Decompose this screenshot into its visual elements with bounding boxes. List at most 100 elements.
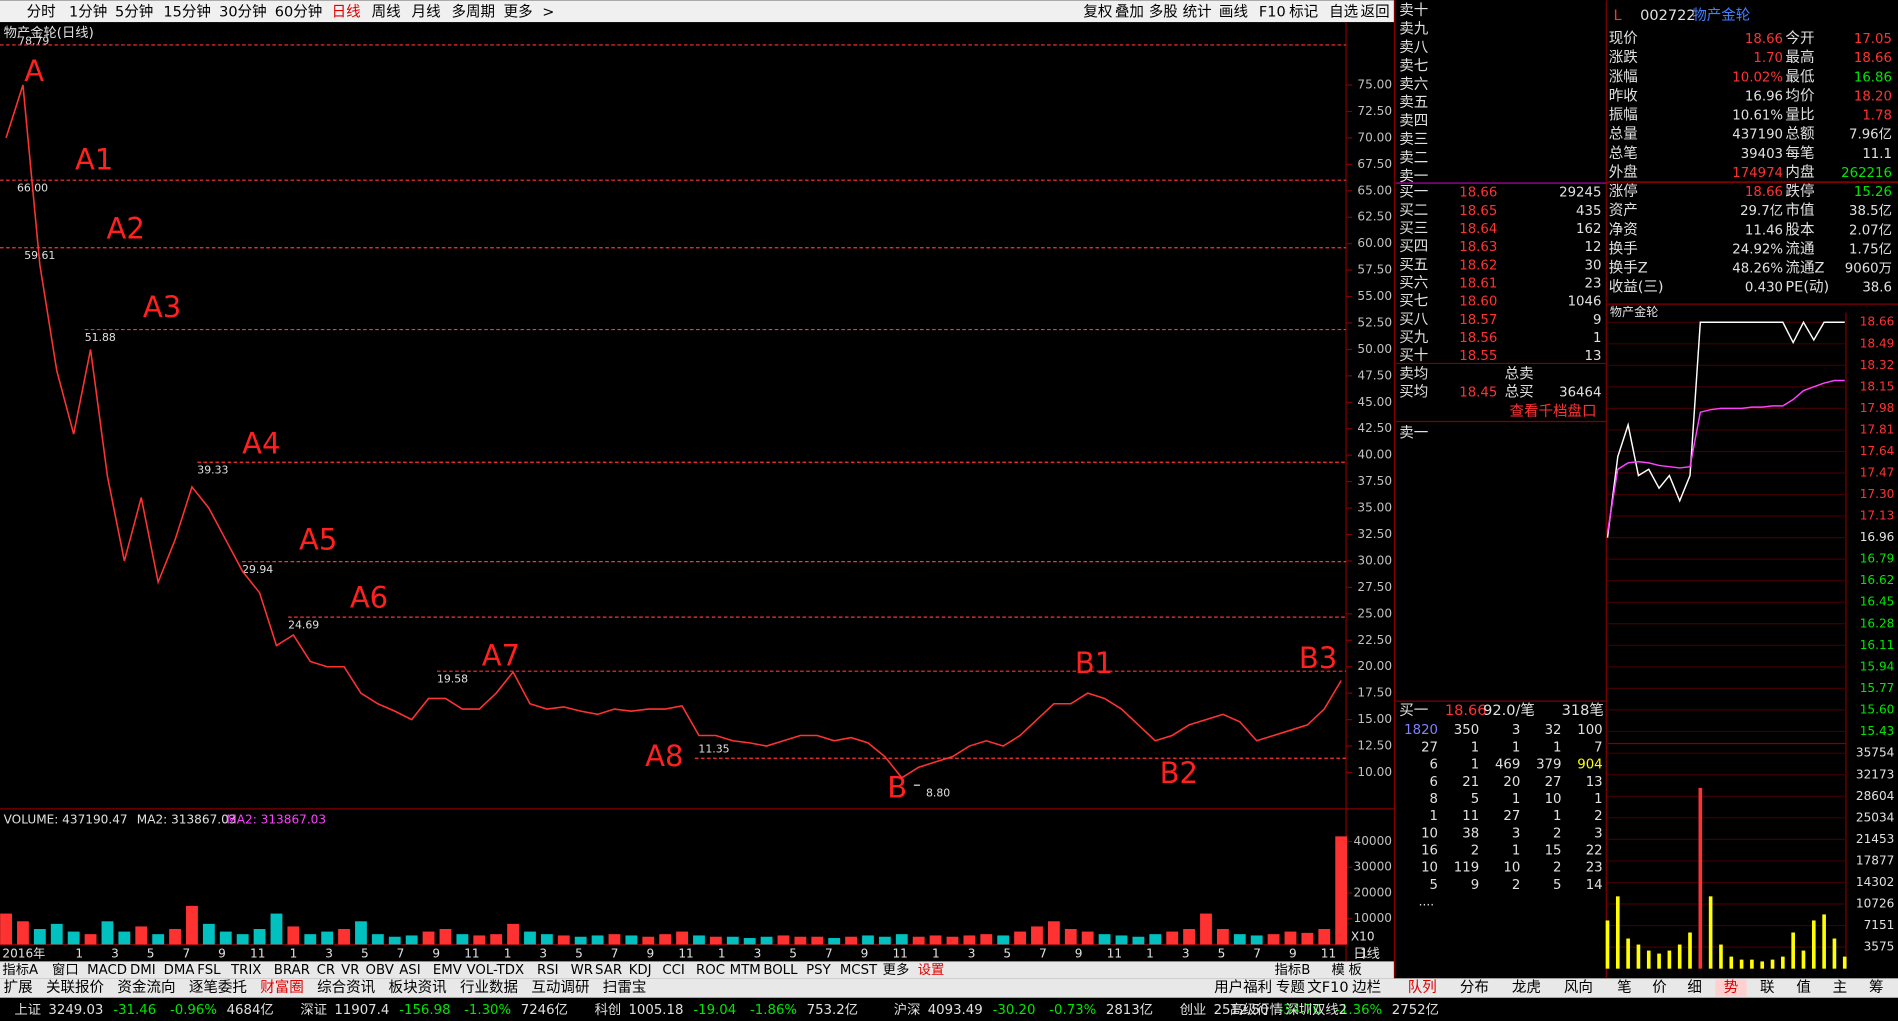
status-item: -30.20 <box>993 1003 1036 1018</box>
quote-tab[interactable]: 势 <box>1724 979 1739 996</box>
indicator-tab[interactable]: ROC <box>696 963 725 978</box>
indicator-tab[interactable]: BRAR <box>274 963 310 978</box>
quote-tab[interactable]: 筹 <box>1869 979 1884 996</box>
buy-price: 18.56 <box>1459 331 1497 346</box>
buy-volume: 435 <box>1576 204 1601 219</box>
side-tab[interactable]: 队列 <box>1408 979 1437 996</box>
quote-tab[interactable]: 主 <box>1833 979 1848 996</box>
indicator-tab[interactable]: MCST <box>840 963 878 978</box>
side-tab[interactable]: 分布 <box>1460 979 1489 996</box>
info-tab[interactable]: 互动调研 <box>531 979 589 996</box>
tool-button[interactable]: 标记 <box>1289 3 1318 20</box>
period-tab[interactable]: 更多 <box>504 3 533 20</box>
indicator-tab[interactable]: SAR <box>595 963 622 978</box>
volume-bar <box>287 926 300 945</box>
quote-tab[interactable]: 价 <box>1652 980 1667 996</box>
period-tab[interactable]: 日线 <box>332 3 361 20</box>
status-item: 11907.4 <box>334 1003 389 1018</box>
period-tab[interactable]: 1分钟 <box>69 3 107 20</box>
volume-bar <box>524 931 536 945</box>
indicator-tab[interactable]: 设置 <box>918 962 945 978</box>
tool-button[interactable]: F10 <box>1259 4 1286 20</box>
info-tab[interactable]: 用户福利 <box>1214 979 1272 996</box>
volume-bar <box>1047 921 1060 945</box>
info-tab[interactable]: 综合资讯 <box>317 979 376 996</box>
volume-bar <box>693 935 705 945</box>
tool-button[interactable]: 画线 <box>1219 3 1248 20</box>
queue-cell: 5 <box>1471 792 1479 807</box>
indicator-tab[interactable]: RSI <box>537 963 559 978</box>
indicator-tab[interactable]: MACD <box>87 963 127 978</box>
indicator-tab[interactable]: DMI <box>130 963 156 978</box>
volume-bar <box>1166 931 1179 945</box>
info-tab[interactable]: 边栏 <box>1352 979 1381 996</box>
annotation: A2 <box>107 211 145 245</box>
indicator-tab[interactable]: VR <box>341 963 359 978</box>
info-tab[interactable]: 行业数据 <box>460 979 518 996</box>
period-tab[interactable]: 周线 <box>372 3 401 20</box>
period-tab[interactable]: 月线 <box>412 3 441 20</box>
indicator-tab[interactable]: ASI <box>399 963 420 978</box>
quote-tab[interactable]: 值 <box>1796 979 1811 996</box>
indicator-tab[interactable]: 模 <box>1332 962 1345 978</box>
side-tab[interactable]: 龙虎 <box>1512 979 1541 996</box>
indicator-tab[interactable]: 板 <box>1348 962 1361 978</box>
indicator-tab[interactable]: CCI <box>662 963 685 978</box>
volume-bar <box>963 935 976 945</box>
quote-value: 16.96 <box>1745 89 1783 104</box>
info-tab[interactable]: 关联报价 <box>46 979 105 996</box>
indicator-tab[interactable]: 更多 <box>883 961 910 978</box>
indicator-tab[interactable]: TRIX <box>230 963 261 978</box>
side-tab[interactable]: 风向 <box>1564 979 1593 996</box>
info-tab[interactable]: 扫雷宝 <box>603 979 647 996</box>
annotation: A6 <box>350 580 388 614</box>
period-tab[interactable]: 15分钟 <box>163 3 211 20</box>
quote-tab[interactable]: 联 <box>1760 979 1775 996</box>
indicator-tab[interactable]: EMV <box>433 963 462 978</box>
quote-tab[interactable]: 笔 <box>1617 979 1632 996</box>
period-tab[interactable]: 多周期 <box>452 3 496 20</box>
indicator-tab[interactable]: 指标A <box>2 962 38 978</box>
quote-label: 今开 <box>1785 30 1814 47</box>
period-tab[interactable]: 60分钟 <box>275 3 323 20</box>
queue-cell: 2 <box>1594 809 1602 824</box>
indicator-tab[interactable]: 指标B <box>1275 962 1311 978</box>
info-tab[interactable]: 资金流向 <box>117 979 175 996</box>
y-tick-label: 25034 <box>1856 810 1895 824</box>
tool-button[interactable]: 返回 <box>1361 3 1390 20</box>
queue-cell: 10 <box>1503 861 1520 876</box>
info-tab[interactable]: 文F10 <box>1307 979 1348 996</box>
period-tab[interactable]: > <box>542 4 554 20</box>
indicator-tab[interactable]: DMA <box>164 963 195 978</box>
tool-button[interactable]: 统计 <box>1183 3 1212 20</box>
info-tab[interactable]: 财富圈 <box>260 978 304 996</box>
deep-link[interactable]: 查看千档盘口 <box>1509 402 1596 420</box>
tool-button[interactable]: 叠加 <box>1115 3 1144 20</box>
queue-cell: 10 <box>1545 792 1562 807</box>
quote-tab[interactable]: 细 <box>1687 979 1702 996</box>
period-tab[interactable]: 分时 <box>27 3 56 20</box>
indicator-tab[interactable]: CR <box>317 963 336 978</box>
queue-cell: 3 <box>1594 826 1602 841</box>
indicator-tab[interactable]: PSY <box>806 963 831 978</box>
indicator-tab[interactable]: OBV <box>366 963 394 978</box>
info-tab[interactable]: 板块资讯 <box>389 978 448 996</box>
indicator-tab[interactable]: BOLL <box>763 963 798 978</box>
tool-button[interactable]: 多股 <box>1149 3 1178 20</box>
stock-name: 物产金轮 <box>1692 7 1750 24</box>
tool-button[interactable]: 复权 <box>1083 2 1113 20</box>
level-label: 29.94 <box>242 563 273 576</box>
info-tab[interactable]: 扩展 <box>4 979 33 996</box>
info-tab[interactable]: 专题 <box>1276 979 1305 996</box>
indicator-tab[interactable]: FSL <box>197 963 221 978</box>
indicator-tab[interactable]: 窗口 <box>52 961 79 978</box>
annotation: B3 <box>1299 641 1337 675</box>
tool-button[interactable]: 自选 <box>1329 3 1359 20</box>
indicator-tab[interactable]: VOL-TDX <box>467 963 525 978</box>
indicator-tab[interactable]: KDJ <box>629 963 652 978</box>
indicator-tab[interactable]: WR <box>571 963 593 978</box>
info-tab[interactable]: 逐笔委托 <box>189 979 247 996</box>
period-tab[interactable]: 5分钟 <box>115 3 153 20</box>
period-tab[interactable]: 30分钟 <box>219 3 267 20</box>
indicator-tab[interactable]: MTM <box>730 963 761 978</box>
